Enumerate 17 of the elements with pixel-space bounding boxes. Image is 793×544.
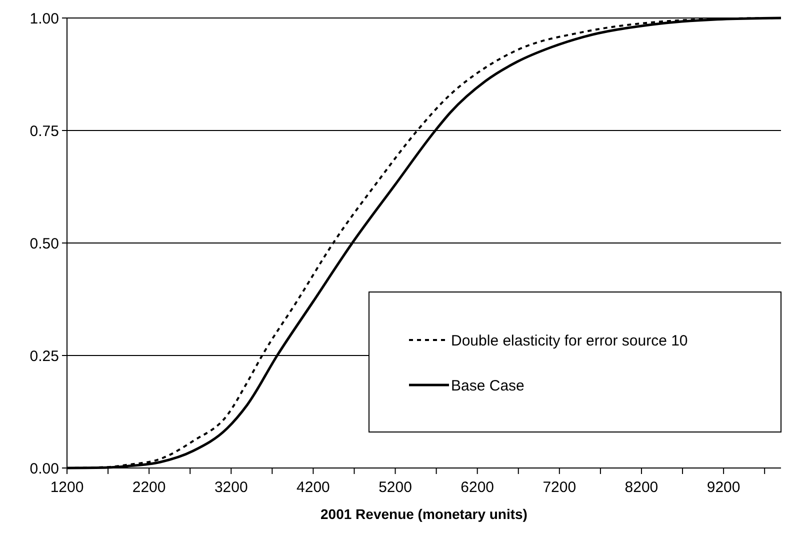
x-tick-label: 3200 [214,479,248,496]
y-tick-label: 0.75 [30,122,59,140]
x-tick-label: 6200 [460,479,494,496]
x-tick-label: 8200 [624,479,658,496]
x-axis-title: 2001 Revenue (monetary units) [320,506,528,522]
x-tick-label: 9200 [706,479,740,496]
y-tick-label: 1.00 [30,10,59,28]
x-tick-label: 2200 [132,479,166,496]
y-tick-label: 0.00 [30,460,59,478]
x-tick-label: 4200 [296,479,330,496]
legend-label: Double elasticity for error source 10 [451,332,688,350]
y-tick-label: 0.50 [30,235,59,252]
x-tick-label: 5200 [378,479,412,496]
y-tick-label: 0.25 [30,348,59,365]
x-tick-label: 1200 [50,479,84,496]
x-tick-label: 7200 [542,479,576,496]
legend-label: Base Case [451,377,524,394]
